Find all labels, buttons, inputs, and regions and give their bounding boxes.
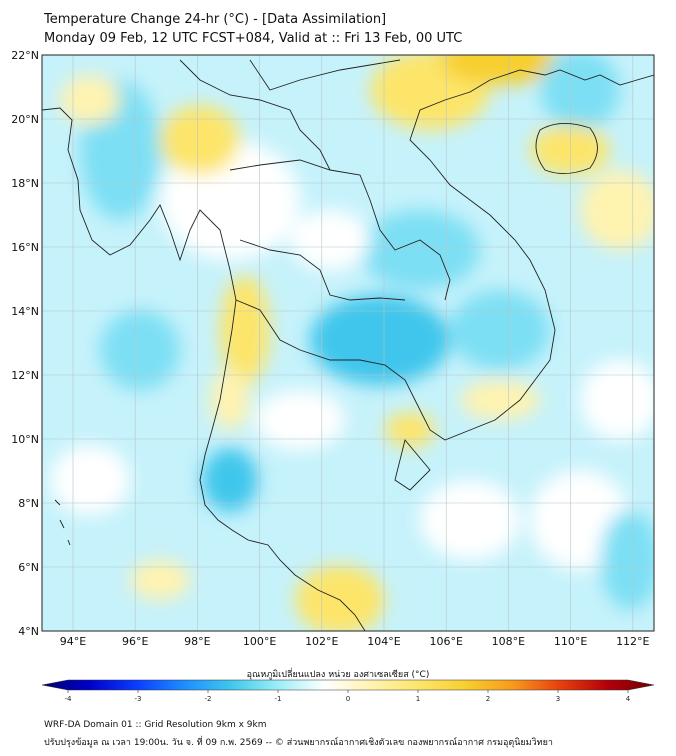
temperature-field [42,55,654,631]
lon-label: 104°E [367,635,400,648]
lat-label: 4°N [18,625,39,638]
colorbar-tick-label: 4 [626,695,631,703]
colorbar-tick-label: 0 [346,695,350,703]
colorbar-tick-label: -1 [275,695,282,703]
lat-label: 18°N [11,177,39,190]
colorbar-tick-label: 1 [416,695,420,703]
footer-credit: ปรับปรุงข้อมูล ณ เวลา 19:00น. วัน จ. ที่… [44,738,553,748]
colorbar-title: อุณหภูมิเปลี่ยนแปลง หน่วย องศาเซลเซียส (… [246,670,430,680]
plot-frame [41,54,655,632]
colorbar-tick-label: 3 [556,695,560,703]
lat-label: 10°N [11,433,39,446]
lat-label: 20°N [11,113,39,126]
lat-label: 22°N [11,49,39,62]
chart-title: Temperature Change 24-hr (°C) - [Data As… [44,12,387,27]
lon-label: 108°E [492,635,525,648]
graticule [42,55,654,631]
coastlines-borders [42,59,654,631]
lat-label: 8°N [18,497,39,510]
colorbar-tick-label: -3 [135,695,142,703]
colorbar-tick-label: 2 [486,695,490,703]
lon-label: 106°E [429,635,462,648]
lon-label: 98°E [184,635,210,648]
lon-label: 96°E [122,635,148,648]
latitude-labels: 22°N 20°N 18°N 16°N 14°N 12°N 10°N 8°N 6°N 4°N [11,49,39,638]
lat-label: 6°N [18,561,39,574]
lat-label: 14°N [11,305,39,318]
colorbar-tick-label: -4 [65,695,73,703]
lon-label: 100°E [243,635,276,648]
chart-subtitle: Monday 09 Feb, 12 UTC FCST+084, Valid at… [44,31,463,46]
lon-label: 112°E [616,635,649,648]
footer-model-info: WRF-DA Domain 01 :: Grid Resolution 9km … [44,720,267,730]
lon-label: 102°E [305,635,338,648]
lon-label: 110°E [554,635,587,648]
colorbar-tick-label: -2 [205,695,212,703]
colorbar: -4 -3 -2 -1 0 1 2 3 4 [41,679,655,703]
lat-label: 12°N [11,369,39,382]
longitude-labels: 94°E 96°E 98°E 100°E 102°E 104°E 106°E 108°E 110… [60,635,650,648]
lon-label: 94°E [60,635,86,648]
lat-label: 16°N [11,241,39,254]
